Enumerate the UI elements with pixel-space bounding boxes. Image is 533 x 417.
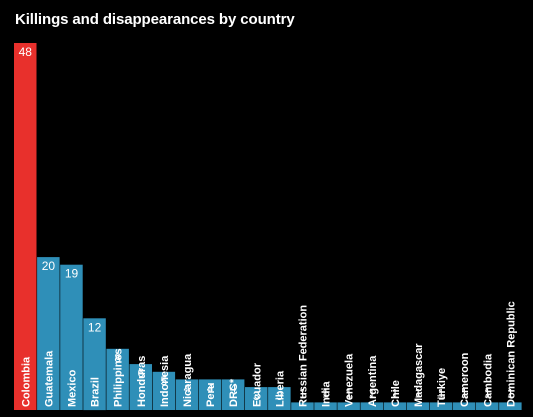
bar-mexico (60, 264, 83, 410)
bar-cameroon (452, 402, 476, 410)
bar-indonesia (152, 371, 176, 410)
category-label-colombia: Colombia (20, 356, 32, 407)
bars-layer (14, 43, 522, 411)
category-label-brazil: Brazil (90, 377, 102, 407)
category-label-ecuador: Ecuador (251, 362, 263, 407)
category-label-chile: Chile (390, 380, 402, 407)
value-label-honduras: 6 (137, 366, 144, 380)
bar-nicaragua (175, 379, 199, 410)
category-label-guatemala: Guatemala (43, 350, 55, 407)
value-label-cameroon: 1 (461, 386, 468, 400)
category-label-dominican-republic: Dominican Republic (505, 301, 517, 407)
bar-india (314, 402, 337, 410)
value-label-philippines: 8 (114, 351, 121, 365)
value-label-indonesia: 5 (161, 374, 168, 388)
bar-guatemala (37, 257, 60, 410)
bar-brazil (83, 318, 106, 411)
category-label-russian-federation: Russian Federation (298, 305, 310, 407)
value-label-brazil: 12 (88, 320, 102, 334)
value-label-nicaragua: 4 (184, 381, 191, 395)
value-label-india: 1 (322, 386, 329, 400)
bar-madagascar (406, 402, 430, 410)
value-label-colombia: 48 (19, 45, 33, 59)
bar-chile (383, 402, 407, 410)
value-label-venezuela: 1 (345, 386, 352, 400)
category-label-philippines: Philippines (113, 348, 125, 407)
category-label-t-rkiye: Türkiye (436, 368, 448, 407)
value-label-chile: 1 (392, 386, 399, 400)
category-label-liberia: Liberia (274, 370, 286, 407)
category-label-nicaragua: Nicaragua (182, 353, 194, 407)
bar-colombia (14, 43, 37, 410)
bar-liberia (268, 387, 291, 410)
bar-venezuela (337, 402, 360, 410)
value-label-guatemala: 20 (42, 259, 56, 273)
value-label-cambodia: 1 (484, 386, 491, 400)
bar-cambodia (476, 402, 499, 410)
chart-title: Killings and disappearances by country (15, 11, 295, 28)
category-label-venezuela: Venezuela (344, 353, 356, 407)
bar-dominican-republic (499, 402, 522, 410)
value-label-t-rkiye: 1 (438, 386, 445, 400)
category-label-drc: DRC* (228, 378, 240, 407)
value-label-russian-federation: 1 (299, 386, 306, 400)
bar-russian-federation (291, 402, 314, 410)
value-label-drc: 4 (230, 381, 237, 395)
category-label-india: India (321, 380, 333, 407)
bar-argentina (360, 402, 383, 410)
category-label-cameroon: Cameroon (459, 352, 471, 407)
value-label-ecuador: 3 (253, 389, 260, 403)
bar-ecuador (245, 387, 268, 410)
category-label-mexico: Mexico (67, 369, 79, 407)
value-label-argentina: 1 (368, 386, 375, 400)
value-label-peru: 4 (207, 381, 214, 395)
category-label-peru: Peru (205, 383, 217, 407)
value-label-dominican-republic: 1 (507, 386, 514, 400)
bar-honduras (129, 364, 152, 410)
category-label-cambodia: Cambodia (482, 353, 494, 407)
category-label-indonesia: Indonesia (159, 355, 171, 407)
bar-peru (198, 379, 222, 410)
bar-t-rkiye (429, 402, 453, 410)
category-label-argentina: Argentina (367, 355, 379, 407)
labels-layer: 48 Colombia 20 Guatemala 19 Mexico 12 Brazil 8Ph… (19, 45, 518, 407)
value-label-madagascar: 1 (415, 386, 422, 400)
value-label-mexico: 19 (65, 267, 79, 281)
category-label-madagascar: Madagascar (413, 343, 425, 407)
value-label-liberia: 3 (276, 389, 283, 403)
category-label-honduras: Honduras (136, 356, 148, 407)
bar-philippines (106, 348, 129, 410)
bar-drc (221, 379, 245, 410)
